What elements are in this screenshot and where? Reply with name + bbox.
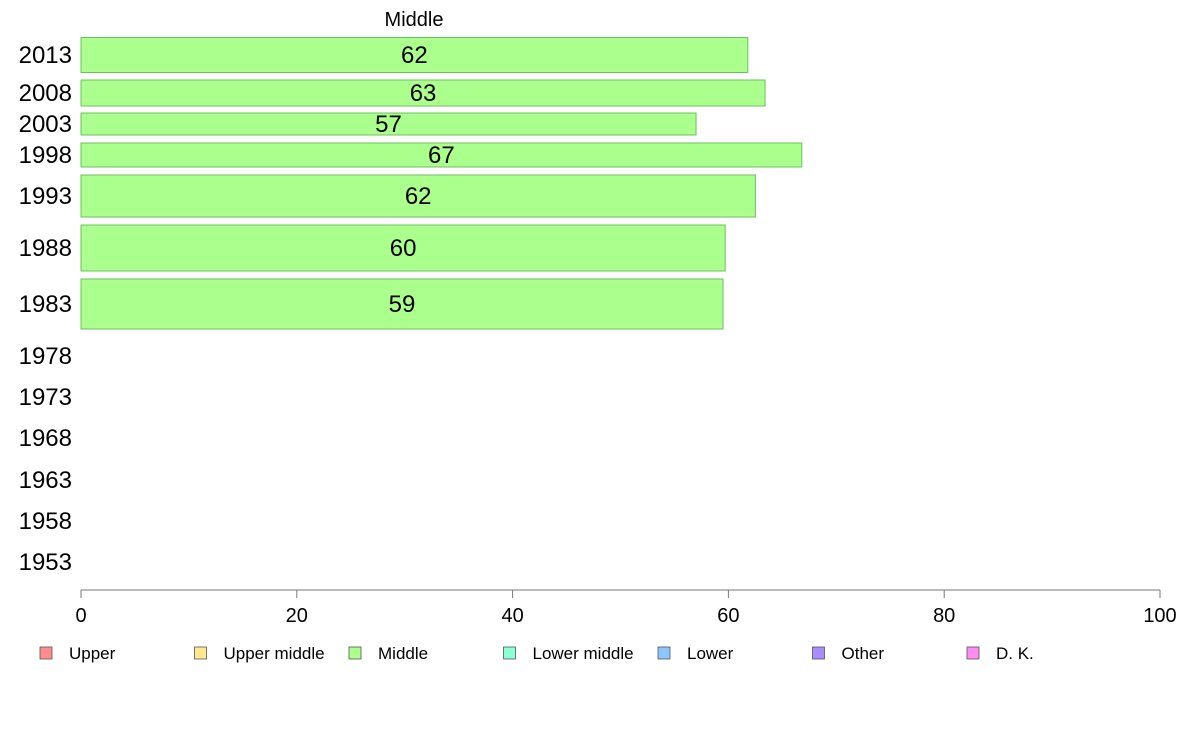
bar	[80, 142, 803, 168]
x-tick-label: 60	[717, 605, 739, 627]
x-axis: 0 20 40 60 80 100	[75, 589, 1177, 627]
year-label: 1993	[19, 183, 72, 210]
legend-swatch	[39, 646, 53, 660]
x-tick-label: 20	[286, 605, 308, 627]
bar	[80, 224, 726, 272]
year-label: 1973	[19, 384, 72, 411]
bar-value-label: 59	[389, 291, 416, 318]
year-label: 1983	[19, 291, 72, 318]
legend-label: Upper middle	[224, 644, 325, 663]
legend-swatch	[194, 646, 207, 660]
legend-label: Other	[842, 644, 885, 663]
legend-swatch	[503, 646, 516, 660]
legend-swatch	[657, 646, 671, 660]
legend-swatch	[966, 646, 980, 660]
year-label: 2003	[19, 111, 72, 138]
panel-title: Middle	[385, 9, 444, 31]
bar-value-label: 60	[390, 235, 417, 262]
year-label: 1978	[19, 343, 72, 370]
x-tick-label: 100	[1143, 605, 1176, 627]
bars-group: 62 63 57 67 62 60 59	[80, 37, 803, 330]
bar	[80, 174, 756, 218]
year-label: 2013	[19, 42, 72, 69]
bar	[80, 112, 697, 136]
legend-swatch	[812, 646, 825, 660]
year-label: 1988	[19, 235, 72, 262]
year-label: 1953	[19, 549, 72, 576]
year-label: 1963	[19, 467, 72, 494]
year-label: 2008	[19, 80, 72, 107]
x-tick-label: 80	[933, 605, 955, 627]
x-tick-label: 40	[501, 605, 523, 627]
year-label: 1998	[19, 142, 72, 169]
legend-swatch	[348, 646, 362, 660]
bar-value-label: 57	[375, 111, 402, 138]
bar	[80, 79, 766, 107]
year-label: 1968	[19, 425, 72, 452]
x-tick-label: 0	[75, 605, 86, 627]
bar-value-label: 67	[428, 142, 455, 169]
legend-label: Lower	[687, 644, 734, 663]
bar-value-label: 62	[405, 183, 432, 210]
legend-label: Upper	[69, 644, 116, 663]
bar-value-label: 62	[401, 42, 428, 69]
bar-value-label: 63	[410, 80, 437, 107]
legend-label: Lower middle	[533, 644, 634, 663]
legend: Upper Upper middle Middle Lower middle Lower…	[39, 644, 1034, 663]
bar	[80, 37, 749, 73]
legend-label: D. K.	[996, 644, 1034, 663]
year-label: 1958	[19, 508, 72, 535]
year-labels-group: 2013 2008 2003 1998 1993 1988 1983 1978 1973 1968…	[19, 42, 72, 576]
legend-label: Middle	[378, 644, 428, 663]
bar	[80, 278, 724, 330]
